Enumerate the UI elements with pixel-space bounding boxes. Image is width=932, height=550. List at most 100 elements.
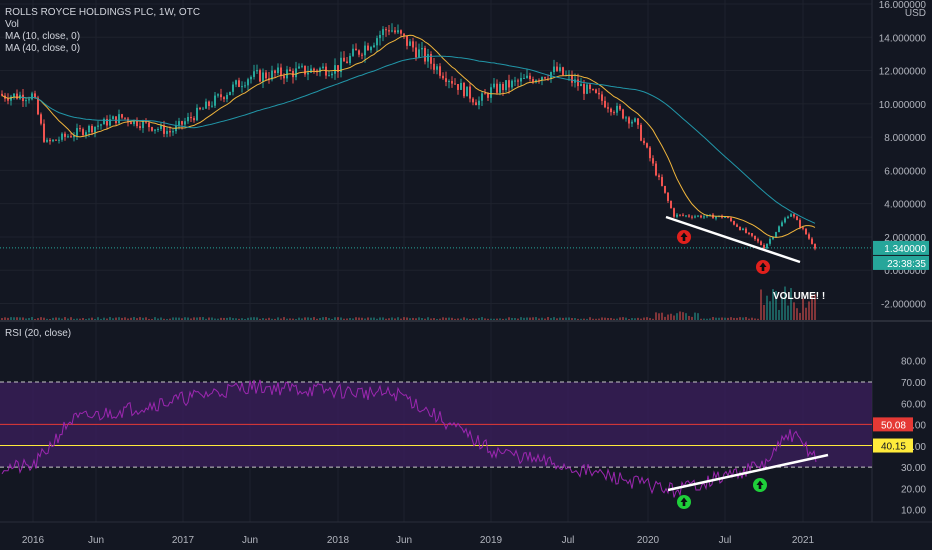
volume-bar (124, 317, 126, 320)
volume-bar (673, 315, 675, 320)
volume-bar (361, 317, 363, 320)
candle-body (685, 215, 687, 217)
volume-bar (259, 318, 261, 320)
candle-body (439, 66, 441, 76)
rsi-line (1, 379, 817, 498)
rsi-marker-1 (677, 495, 691, 509)
candle-body (25, 100, 27, 102)
candle-body (364, 45, 366, 56)
volume-bar (229, 317, 231, 320)
volume-bar (268, 317, 270, 320)
volume-bar (598, 318, 600, 320)
candle-body (679, 214, 681, 216)
volume-bar (253, 317, 255, 320)
candle-body (424, 47, 426, 62)
candle-body (640, 124, 642, 141)
candle-body (571, 74, 573, 83)
legend-vol[interactable]: Vol (5, 19, 19, 30)
volume-bar (130, 317, 132, 320)
volume-bar (247, 317, 249, 320)
candle-body (763, 245, 765, 249)
volume-bar (322, 317, 324, 320)
volume-bar (559, 317, 561, 320)
candle-body (610, 108, 612, 113)
candle-body (34, 93, 36, 98)
candle-body (541, 77, 543, 81)
volume-bar (172, 317, 174, 320)
volume-bar (805, 307, 807, 320)
volume-bar (433, 318, 435, 320)
candle-body (742, 228, 744, 231)
volume-bar (646, 317, 648, 320)
volume-bar (301, 318, 303, 320)
candle-body (385, 29, 387, 31)
volume-bar (25, 318, 27, 320)
countdown-label: 23:38:35 (887, 259, 926, 270)
volume-bar (142, 317, 144, 320)
volume-bar (364, 318, 366, 320)
volume-bar (118, 317, 120, 320)
rsi-legend-label[interactable]: RSI (20, close) (5, 328, 72, 339)
volume-bar (376, 318, 378, 320)
price-tick-label: 12.000000 (879, 67, 927, 78)
candle-body (601, 94, 603, 101)
candle-body (124, 117, 126, 119)
candle-body (505, 80, 507, 91)
volume-bar (760, 289, 762, 320)
volume-bar (526, 317, 528, 320)
candle-body (70, 136, 72, 138)
volume-bar (370, 317, 372, 320)
volume-bar (214, 318, 216, 320)
volume-bar (757, 318, 759, 320)
candle-body (478, 100, 480, 106)
candle-body (532, 79, 534, 83)
candle-body (619, 105, 621, 110)
candle-body (208, 101, 210, 106)
volume-bar (13, 317, 15, 320)
volume-bar (547, 317, 549, 320)
volume-bar (295, 318, 297, 320)
volume-bar (325, 317, 327, 320)
legend-symbol[interactable]: ROLLS ROYCE HOLDINGS PLC, 1W, OTC (5, 7, 201, 18)
volume-bar (397, 317, 399, 320)
candle-body (784, 218, 786, 223)
candle-body (580, 84, 582, 87)
ma40-line (19, 55, 816, 224)
volume-bar (481, 317, 483, 320)
volume-bar (778, 309, 780, 320)
candle-body (745, 228, 747, 233)
legend-ma10[interactable]: MA (10, close, 0) (5, 31, 81, 42)
candle-body (682, 214, 684, 216)
candle-body (433, 63, 435, 70)
volume-bar (385, 318, 387, 320)
candle-body (715, 216, 717, 219)
price-tick-label: 0.000000 (884, 266, 926, 277)
volume-bar (58, 317, 60, 320)
volume-bar (535, 317, 537, 320)
candle-body (109, 119, 111, 126)
candle-body (373, 45, 375, 48)
candle-body (7, 98, 9, 101)
candle-body (73, 135, 75, 138)
candle-body (754, 235, 756, 240)
volume-bar (328, 318, 330, 320)
volume-bar (478, 317, 480, 320)
candle-body (658, 175, 660, 178)
volume-bar (811, 294, 813, 320)
candle-body (52, 139, 54, 142)
volume-bar (31, 317, 33, 320)
volume-bar (175, 317, 177, 320)
volume-bar (382, 317, 384, 320)
volume-bar (745, 317, 747, 320)
legend-ma40[interactable]: MA (40, close, 0) (5, 43, 81, 54)
volume-bar (445, 317, 447, 320)
volume-bar (22, 317, 24, 320)
candle-body (688, 215, 690, 217)
rsi-legend: RSI (20, close) (5, 328, 71, 340)
volume-bar (442, 317, 444, 320)
volume-bar (49, 318, 51, 320)
candle-body (454, 83, 456, 85)
volume-bar (751, 317, 753, 320)
